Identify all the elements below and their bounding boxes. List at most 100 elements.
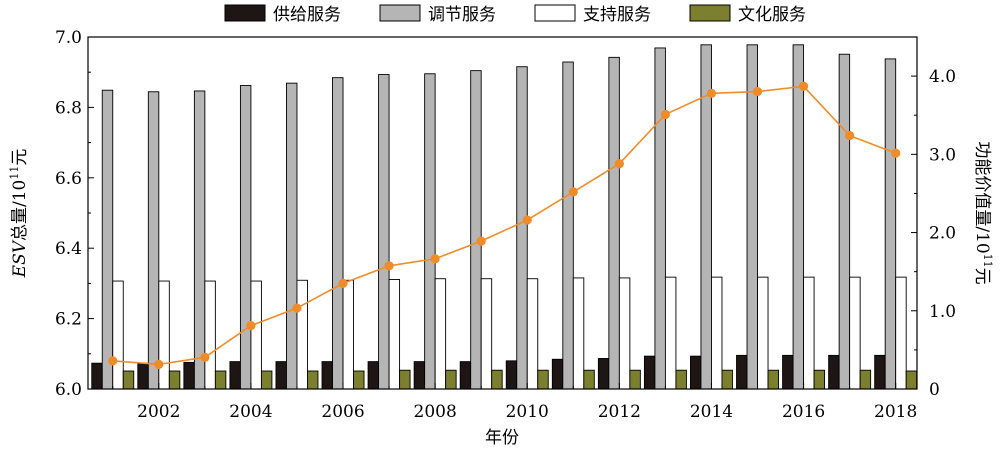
y-right-title-prefix: 功能价值量/10 [972, 141, 992, 253]
bar-供给服务-2010 [505, 360, 518, 390]
line-point-2010 [522, 215, 532, 225]
bar-调节服务-2007 [378, 74, 390, 390]
y-right-tick-label-1.0: 1.0 [929, 302, 956, 322]
bar-支持服务-2009 [480, 278, 493, 390]
bar-供给服务-2015 [736, 354, 748, 390]
bar-文化服务-2007 [399, 369, 411, 390]
line-point-2018 [891, 148, 901, 158]
y-axis-right-title: 功能价值量/1011元 [972, 141, 994, 284]
bar-调节服务-2013 [654, 47, 666, 390]
bar-支持服务-2016 [803, 276, 815, 390]
bar-调节服务-2002 [147, 91, 160, 390]
bar-支持服务-2001 [112, 280, 124, 390]
bar-支持服务-2015 [757, 276, 769, 390]
bar-供给服务-2007 [367, 361, 380, 390]
bar-marks [91, 44, 918, 390]
line-point-2002 [154, 359, 164, 369]
bar-文化服务-2017 [859, 369, 872, 390]
line-point-2003 [200, 352, 210, 362]
line-point-2005 [292, 303, 302, 313]
bar-调节服务-2003 [193, 90, 206, 390]
y-left-tick-label-6.8: 6.8 [55, 98, 82, 118]
bar-文化服务-2011 [583, 369, 595, 390]
bar-供给服务-2018 [874, 354, 886, 390]
bar-文化服务-2016 [813, 369, 826, 390]
y-left-tick-label-6.2: 6.2 [55, 310, 82, 330]
line-point-2016 [798, 81, 809, 91]
legend-label-调节服务: 调节服务 [428, 5, 496, 25]
bar-支持服务-2014 [711, 276, 723, 390]
bar-供给服务-2004 [229, 361, 241, 390]
line-point-2008 [430, 254, 440, 264]
bar-调节服务-2016 [792, 44, 805, 390]
bar-支持服务-2018 [895, 276, 907, 390]
x-axis-title: 年份 [485, 428, 519, 448]
line-point-2006 [338, 278, 348, 288]
line-point-2014 [706, 88, 717, 98]
bar-支持服务-2005 [296, 279, 308, 390]
bar-调节服务-2018 [884, 58, 897, 390]
line-point-2001 [108, 356, 118, 366]
bar-支持服务-2004 [250, 280, 262, 390]
bar-调节服务-2012 [608, 56, 620, 390]
bar-供给服务-2009 [459, 361, 472, 390]
line-path [112, 85, 896, 366]
bar-调节服务-2015 [746, 44, 758, 390]
bar-供给服务-2008 [413, 361, 426, 390]
y-right-tick-label-2.0: 2.0 [929, 224, 956, 244]
legend-label-支持服务: 支持服务 [583, 5, 651, 25]
bar-供给服务-2012 [597, 358, 610, 390]
bar-供给服务-2003 [183, 361, 195, 390]
line-point-2013 [660, 109, 671, 120]
bar-调节服务-2008 [424, 73, 436, 390]
x-tick-label-2002: 2002 [137, 402, 180, 422]
legend-label-供给服务: 供给服务 [273, 5, 341, 25]
legend-swatch-供给服务 [224, 4, 266, 22]
bar-支持服务-2003 [204, 280, 216, 390]
bar-文化服务-2018 [905, 370, 918, 390]
bar-支持服务-2017 [849, 276, 861, 390]
y-left-tick-label-6.0: 6.0 [55, 380, 82, 400]
bar-供给服务-2016 [782, 354, 794, 390]
bar-文化服务-2008 [445, 369, 457, 390]
bar-调节服务-2001 [101, 89, 114, 390]
bar-供给服务-2005 [275, 361, 287, 390]
bar-支持服务-2010 [526, 278, 539, 390]
y-right-title-suffix: 元 [972, 268, 992, 285]
x-tick-label-2004: 2004 [229, 402, 272, 422]
bar-文化服务-2002 [168, 370, 181, 390]
y-right-tick-label-4.0: 4.0 [929, 67, 956, 87]
bar-支持服务-2008 [434, 278, 447, 390]
bar-文化服务-2004 [260, 370, 273, 390]
line-point-2009 [476, 236, 486, 246]
bar-支持服务-2012 [618, 277, 631, 390]
axes: 6.0 6.2 6.4 6.6 6.8 7.0 0 1.0 2.0 3.0 4.0 2002 2004 2… [55, 28, 956, 422]
legend-swatch-支持服务 [534, 4, 576, 22]
y-axis-left-title: ESV总量/1011元 [8, 149, 30, 279]
x-tick-label-2016: 2016 [782, 402, 825, 422]
y-right-tick-label-0: 0 [929, 380, 940, 400]
y-left-title-middle: 总量/10 [10, 180, 30, 241]
bar-支持服务-2011 [572, 277, 585, 390]
bar-调节服务-2011 [562, 61, 574, 390]
line-point-2007 [384, 261, 394, 271]
line-point-2012 [614, 159, 624, 169]
bar-调节服务-2006 [332, 77, 344, 390]
x-tick-label-2012: 2012 [598, 402, 641, 422]
bar-支持服务-2007 [388, 279, 401, 390]
y-left-tick-label-6.6: 6.6 [55, 169, 82, 189]
y-right-title-sup: 11 [981, 254, 994, 268]
bar-调节服务-2017 [838, 53, 851, 390]
line-point-2004 [246, 321, 256, 331]
legend-label-文化服务: 文化服务 [738, 5, 806, 25]
bar-供给服务-2017 [828, 354, 840, 390]
line-series [108, 81, 901, 369]
y-right-tick-label-3.0: 3.0 [929, 145, 956, 165]
bar-调节服务-2009 [470, 70, 482, 390]
bar-文化服务-2012 [629, 369, 641, 390]
bar-支持服务-2002 [158, 280, 170, 390]
bar-支持服务-2006 [342, 279, 354, 390]
y-left-tick-label-6.4: 6.4 [55, 239, 82, 259]
bar-供给服务-2002 [137, 362, 149, 390]
